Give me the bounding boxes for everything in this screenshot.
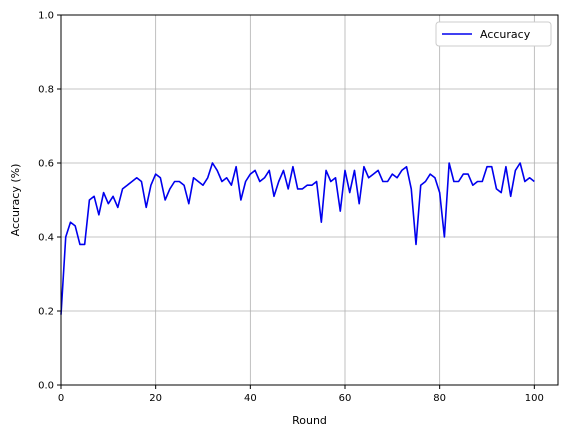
- series-layer: [60, 162, 535, 315]
- x-tick-label: 80: [433, 393, 446, 404]
- legend: Accuracy: [435, 21, 552, 47]
- series-line-accuracy: [60, 162, 535, 315]
- x-tick-label: 60: [339, 393, 352, 404]
- x-axis-label: Round: [292, 414, 327, 427]
- plot-frame: [60, 14, 559, 386]
- x-tick-label: 0: [58, 393, 64, 404]
- y-tick-label: 0.4: [38, 233, 54, 244]
- ticks: 0 20 40 60 80 100 0.0 0.2 0.4 0.6 0.8 1.0: [38, 11, 544, 405]
- y-axis-label: Accuracy (%): [9, 164, 22, 237]
- y-tick-label: 0.6: [38, 159, 54, 170]
- y-tick-label: 0.2: [38, 307, 54, 318]
- y-tick-label: 0.8: [38, 85, 54, 96]
- y-tick-label: 1.0: [38, 11, 54, 22]
- x-tick-label: 20: [149, 393, 162, 404]
- x-tick-label: 40: [244, 393, 257, 404]
- x-tick-label: 100: [525, 393, 544, 404]
- y-tick-label: 0.0: [38, 381, 54, 392]
- legend-label-accuracy: Accuracy: [480, 28, 531, 41]
- legend-box: [435, 21, 552, 47]
